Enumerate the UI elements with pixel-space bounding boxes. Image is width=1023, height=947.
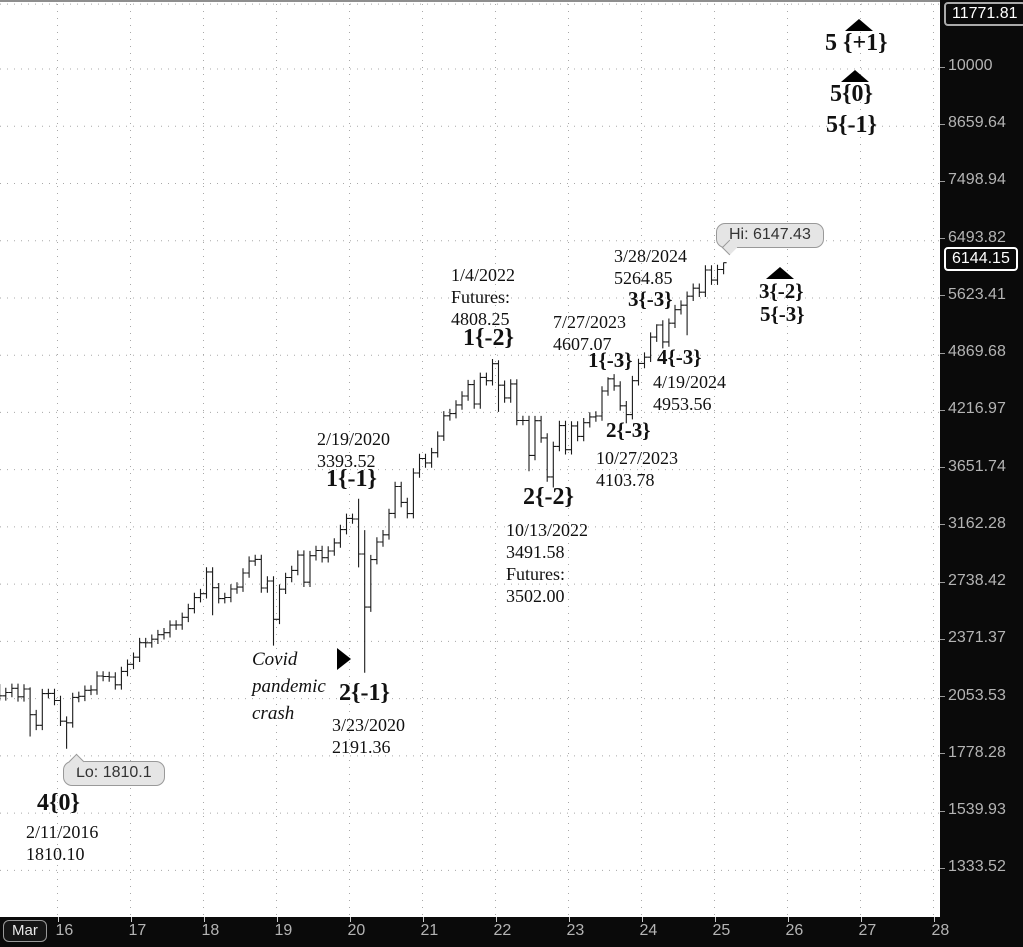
pivot-feb2020: 2/19/2020 3393.52: [317, 429, 391, 471]
ohlc-bars: [0, 262, 727, 749]
price-axis-tick: [940, 238, 945, 240]
pivot-oct2023: 10/27/2023 4103.78: [596, 448, 679, 490]
pivot-apr2024: 4/19/2024 4953.56: [653, 372, 727, 414]
marker-above-5-plus1: [845, 19, 873, 31]
price-axis-label: 8659.64: [948, 114, 1006, 132]
price-axis-tick: [940, 638, 945, 640]
price-axis-label: 3651.74: [948, 457, 1006, 475]
price-axis-tick: [940, 295, 945, 297]
time-axis[interactable]: Mar 16 17 18 19 20 21 22 23 24 25 26 27 28: [0, 917, 1023, 947]
time-axis-tick: [276, 917, 278, 922]
time-axis-label: 22: [493, 922, 512, 939]
price-axis-tick: [940, 524, 945, 526]
price-axis-label: 7498.94: [948, 171, 1006, 189]
price-axis-label: 2371.37: [948, 629, 1006, 647]
price-axis-label: 1333.52: [948, 858, 1006, 876]
time-axis-tick: [203, 917, 205, 922]
month-label: Mar: [3, 920, 47, 942]
wave-3-minus3: 3{-3}: [628, 287, 673, 311]
wave-1-minus2: 1{-2}: [463, 325, 514, 351]
pivot-mar2020: 3/23/2020 2191.36: [332, 715, 406, 757]
time-axis-label: 26: [785, 922, 804, 939]
price-axis-tick: [940, 180, 945, 182]
wave-5-minus3: 5{-3}: [760, 302, 805, 326]
time-axis-label: 17: [128, 922, 147, 939]
wave-5-plus1: 5 {+1}: [825, 30, 888, 56]
wave-3-minus2: 3{-2}: [759, 279, 804, 303]
chart-plot-area[interactable]: 4{0} 2/11/2016 1810.10 1{-1} 2/19/2020 3393…: [0, 0, 940, 917]
price-axis-tick: [940, 409, 945, 411]
time-axis-tick: [422, 917, 424, 922]
price-axis-label: 4869.68: [948, 343, 1006, 361]
wave-5-minus1: 5{-1}: [826, 112, 877, 138]
price-axis-label: 2738.42: [948, 572, 1006, 590]
note-covid: Covid pandemic crash: [252, 649, 326, 724]
pivot-oct2022: 10/13/2022 3491.58 Futures: 3502.00: [506, 520, 589, 606]
price-axis-label: 10000: [948, 57, 993, 75]
time-axis-label: 28: [931, 922, 950, 939]
pinned-price-label: 11771.81: [944, 2, 1023, 26]
time-axis-label: 24: [639, 922, 658, 939]
pivot-jul2023: 7/27/2023 4607.07: [553, 312, 627, 354]
low-price-tooltip: Lo: 1810.1: [63, 761, 165, 786]
wave-2-minus1: 2{-1}: [339, 680, 390, 706]
price-axis-label: 3162.28: [948, 514, 1006, 532]
pivot-feb2016: 2/11/2016 1810.10: [26, 822, 99, 864]
marker-above-5-0: [841, 70, 869, 82]
time-axis-tick: [714, 917, 716, 922]
time-axis-label: 16: [55, 922, 74, 939]
marker-above-3-minus2: [766, 267, 794, 279]
price-axis-tick: [940, 810, 945, 812]
time-axis-tick: [568, 917, 570, 922]
time-axis-label: 25: [712, 922, 731, 939]
wave-1-minus3: 1{-3}: [588, 348, 633, 372]
price-axis-tick: [940, 123, 945, 125]
time-axis-tick: [57, 917, 59, 922]
time-axis-tick: [130, 917, 132, 922]
price-axis[interactable]: 11771.81 6144.15 10000 8659.64 7498.94 6493…: [940, 0, 1023, 917]
high-price-tooltip: Hi: 6147.43: [716, 223, 824, 248]
time-axis-tick: [933, 917, 935, 922]
price-axis-label: 1778.28: [948, 743, 1006, 761]
price-axis-tick: [940, 581, 945, 583]
time-axis-label: 20: [347, 922, 366, 939]
wave-4-minus3: 4{-3}: [657, 345, 702, 369]
price-series-svg: [0, 3, 940, 917]
covid-arrow-marker: [337, 648, 351, 670]
time-axis-label: 23: [566, 922, 585, 939]
current-price-label: 6144.15: [944, 247, 1018, 271]
price-axis-tick: [940, 467, 945, 469]
price-axis-label: 6493.82: [948, 228, 1006, 246]
time-axis-tick: [787, 917, 789, 922]
time-axis-tick: [349, 917, 351, 922]
price-axis-tick: [940, 696, 945, 698]
price-axis-label: 4216.97: [948, 400, 1006, 418]
time-axis-tick: [860, 917, 862, 922]
pivot-mar2024: 3/28/2024 5264.85: [614, 246, 688, 288]
price-axis-label: 2053.53: [948, 686, 1006, 704]
time-axis-label: 18: [201, 922, 220, 939]
time-axis-label: 27: [858, 922, 877, 939]
time-axis-label: 21: [420, 922, 439, 939]
price-axis-tick: [940, 66, 945, 68]
price-axis-tick: [940, 352, 945, 354]
price-axis-label: 5623.41: [948, 285, 1006, 303]
wave-1-minus1: 1{-1}: [326, 466, 377, 492]
price-axis-tick: [940, 867, 945, 869]
wave-2-minus2: 2{-2}: [523, 484, 574, 510]
pivot-jan2022: 1/4/2022 Futures: 4808.25: [451, 265, 516, 329]
wave-2-minus3: 2{-3}: [606, 418, 651, 442]
time-axis-tick: [641, 917, 643, 922]
time-axis-tick: [495, 917, 497, 922]
wave-5-0: 5{0}: [830, 81, 873, 107]
price-axis-label: 1539.93: [948, 801, 1006, 819]
price-axis-tick: [940, 753, 945, 755]
wave-4-0: 4{0}: [37, 790, 80, 816]
time-axis-label: 19: [274, 922, 293, 939]
